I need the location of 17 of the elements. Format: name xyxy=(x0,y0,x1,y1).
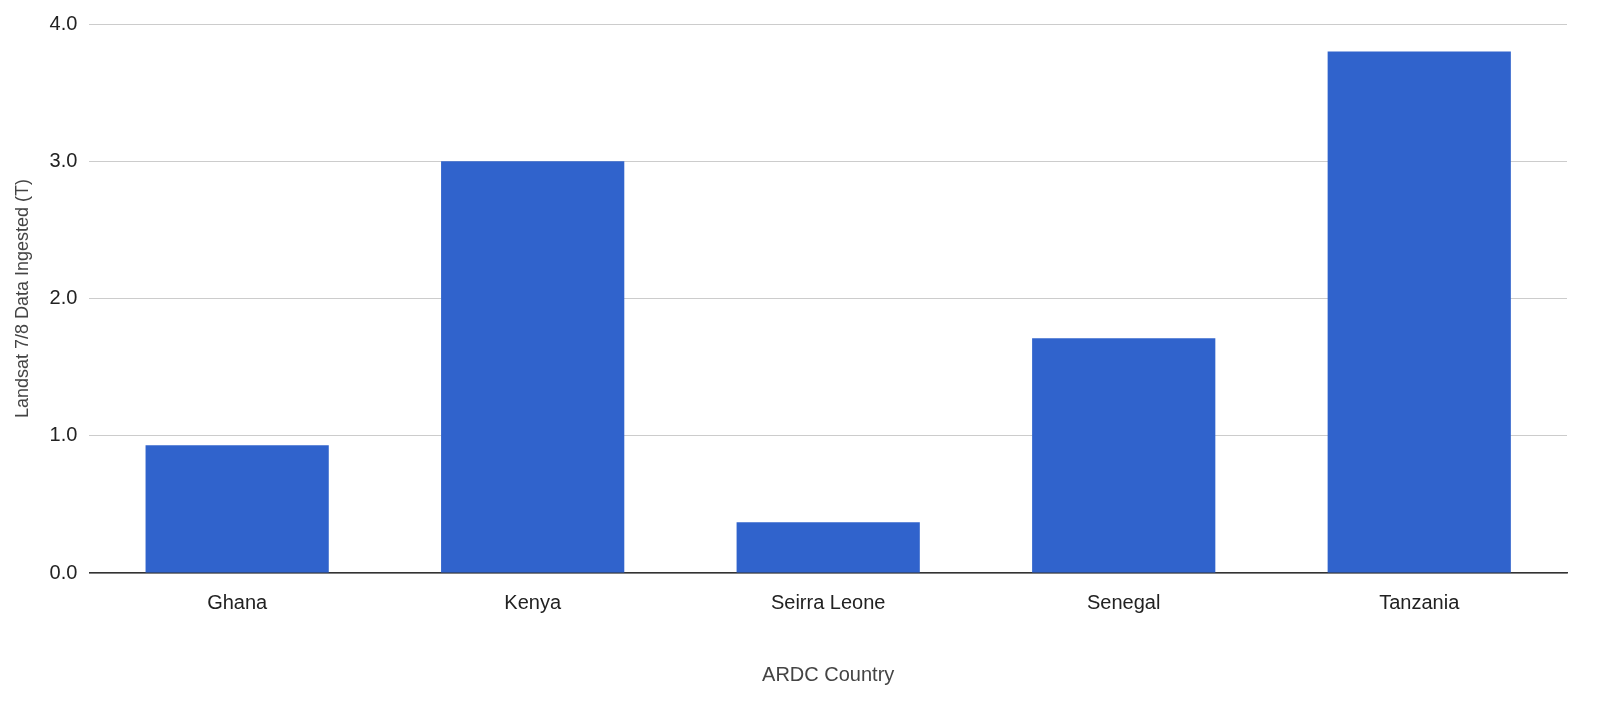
x-tick-label: Ghana xyxy=(207,590,269,613)
y-tick-label: 4.0 xyxy=(49,11,78,34)
y-tick-label: 2.0 xyxy=(49,286,78,309)
x-tick-label: Seirra Leone xyxy=(770,590,886,613)
y-tick-label: 1.0 xyxy=(49,423,78,446)
x-tick-label: Kenya xyxy=(504,590,562,613)
bar xyxy=(441,161,625,573)
y-tick-label: 3.0 xyxy=(49,148,78,171)
bar xyxy=(1032,338,1216,573)
x-axis-title: ARDC Country xyxy=(762,662,895,685)
bar xyxy=(145,445,329,573)
y-axis-title: Landsat 7/8 Data Ingested (T) xyxy=(11,178,32,419)
x-tick-label: Senegal xyxy=(1087,590,1161,613)
bar xyxy=(1327,51,1511,573)
bar xyxy=(736,522,920,573)
x-tick-label: Tanzania xyxy=(1379,590,1461,613)
y-tick-label: 0.0 xyxy=(49,560,78,583)
